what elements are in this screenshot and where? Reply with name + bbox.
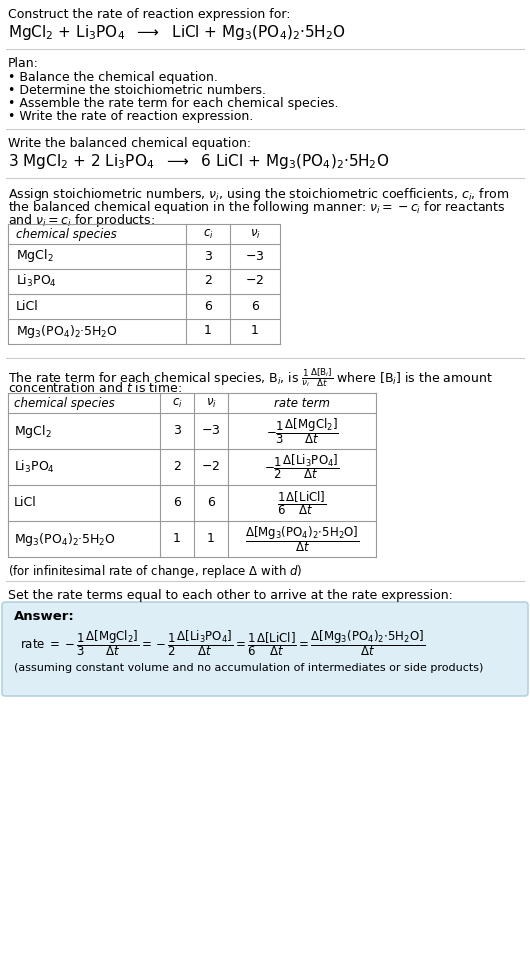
- Text: 1: 1: [204, 324, 212, 338]
- Text: 6: 6: [207, 497, 215, 509]
- Text: Assign stoichiometric numbers, $\nu_i$, using the stoichiometric coefficients, $: Assign stoichiometric numbers, $\nu_i$, …: [8, 186, 509, 203]
- Text: 3 MgCl$_2$ + 2 Li$_3$PO$_4$  $\longrightarrow$  6 LiCl + Mg$_3$(PO$_4$)$_2$·5H$_: 3 MgCl$_2$ + 2 Li$_3$PO$_4$ $\longrighta…: [8, 152, 390, 171]
- Text: rate term: rate term: [274, 397, 330, 410]
- Text: and $\nu_i = c_i$ for products:: and $\nu_i = c_i$ for products:: [8, 212, 155, 229]
- Text: $-\dfrac{1}{2}\dfrac{\Delta[\mathrm{Li_3PO_4}]}{\Delta t}$: $-\dfrac{1}{2}\dfrac{\Delta[\mathrm{Li_3…: [264, 453, 340, 481]
- Text: The rate term for each chemical species, B$_i$, is $\frac{1}{\nu_i}\frac{\Delta[: The rate term for each chemical species,…: [8, 366, 493, 388]
- Text: MgCl$_2$: MgCl$_2$: [16, 248, 54, 264]
- Text: • Assemble the rate term for each chemical species.: • Assemble the rate term for each chemic…: [8, 97, 339, 110]
- Text: 6: 6: [251, 300, 259, 312]
- Text: (assuming constant volume and no accumulation of intermediates or side products): (assuming constant volume and no accumul…: [14, 663, 483, 673]
- Text: $-2$: $-2$: [245, 274, 264, 288]
- Text: 1: 1: [251, 324, 259, 338]
- Text: the balanced chemical equation in the following manner: $\nu_i = -c_i$ for react: the balanced chemical equation in the fo…: [8, 199, 506, 216]
- Text: $-\dfrac{1}{3}\dfrac{\Delta[\mathrm{MgCl_2}]}{\Delta t}$: $-\dfrac{1}{3}\dfrac{\Delta[\mathrm{MgCl…: [266, 416, 338, 446]
- Text: concentration and $t$ is time:: concentration and $t$ is time:: [8, 381, 182, 395]
- Text: 6: 6: [173, 497, 181, 509]
- Text: $\dfrac{\Delta[\mathrm{Mg_3(PO_4)_2{\cdot}5H_2O}]}{\Delta t}$: $\dfrac{\Delta[\mathrm{Mg_3(PO_4)_2{\cdo…: [245, 524, 359, 553]
- Text: chemical species: chemical species: [16, 228, 117, 241]
- Text: Write the balanced chemical equation:: Write the balanced chemical equation:: [8, 137, 251, 150]
- Text: $\nu_i$: $\nu_i$: [206, 397, 216, 410]
- Text: $c_i$: $c_i$: [172, 397, 182, 410]
- Text: 3: 3: [173, 425, 181, 437]
- FancyBboxPatch shape: [2, 602, 528, 696]
- Text: 3: 3: [204, 250, 212, 263]
- Text: MgCl$_2$ + Li$_3$PO$_4$  $\longrightarrow$  LiCl + Mg$_3$(PO$_4$)$_2$·5H$_2$O: MgCl$_2$ + Li$_3$PO$_4$ $\longrightarrow…: [8, 23, 346, 42]
- Text: $c_i$: $c_i$: [202, 228, 214, 241]
- Text: Li$_3$PO$_4$: Li$_3$PO$_4$: [14, 459, 55, 475]
- Text: $-2$: $-2$: [201, 461, 220, 473]
- Text: 1: 1: [173, 533, 181, 546]
- Text: $-3$: $-3$: [201, 425, 220, 437]
- Text: 6: 6: [204, 300, 212, 312]
- Text: Construct the rate of reaction expression for:: Construct the rate of reaction expressio…: [8, 8, 290, 21]
- Text: Mg$_3$(PO$_4$)$_2$·5H$_2$O: Mg$_3$(PO$_4$)$_2$·5H$_2$O: [14, 531, 116, 548]
- Text: • Write the rate of reaction expression.: • Write the rate of reaction expression.: [8, 110, 253, 123]
- Text: Set the rate terms equal to each other to arrive at the rate expression:: Set the rate terms equal to each other t…: [8, 589, 453, 602]
- Text: 2: 2: [204, 274, 212, 288]
- Text: chemical species: chemical species: [14, 397, 115, 410]
- Text: LiCl: LiCl: [16, 300, 39, 312]
- Text: rate $= -\dfrac{1}{3}\dfrac{\Delta[\mathrm{MgCl_2}]}{\Delta t} = -\dfrac{1}{2}\d: rate $= -\dfrac{1}{3}\dfrac{\Delta[\math…: [20, 629, 425, 658]
- Text: $-3$: $-3$: [245, 250, 264, 263]
- Text: 2: 2: [173, 461, 181, 473]
- Text: MgCl$_2$: MgCl$_2$: [14, 423, 51, 439]
- Text: (for infinitesimal rate of change, replace $\Delta$ with $d$): (for infinitesimal rate of change, repla…: [8, 563, 303, 580]
- Text: • Determine the stoichiometric numbers.: • Determine the stoichiometric numbers.: [8, 84, 266, 97]
- Text: 1: 1: [207, 533, 215, 546]
- Text: $\nu_i$: $\nu_i$: [250, 228, 260, 241]
- Text: Li$_3$PO$_4$: Li$_3$PO$_4$: [16, 273, 57, 289]
- Text: • Balance the chemical equation.: • Balance the chemical equation.: [8, 71, 218, 84]
- Text: Mg$_3$(PO$_4$)$_2$·5H$_2$O: Mg$_3$(PO$_4$)$_2$·5H$_2$O: [16, 322, 118, 340]
- Text: Plan:: Plan:: [8, 57, 39, 70]
- Text: $\dfrac{1}{6}\dfrac{\Delta[\mathrm{LiCl}]}{\Delta t}$: $\dfrac{1}{6}\dfrac{\Delta[\mathrm{LiCl}…: [277, 489, 326, 517]
- Text: LiCl: LiCl: [14, 497, 37, 509]
- Text: Answer:: Answer:: [14, 610, 75, 623]
